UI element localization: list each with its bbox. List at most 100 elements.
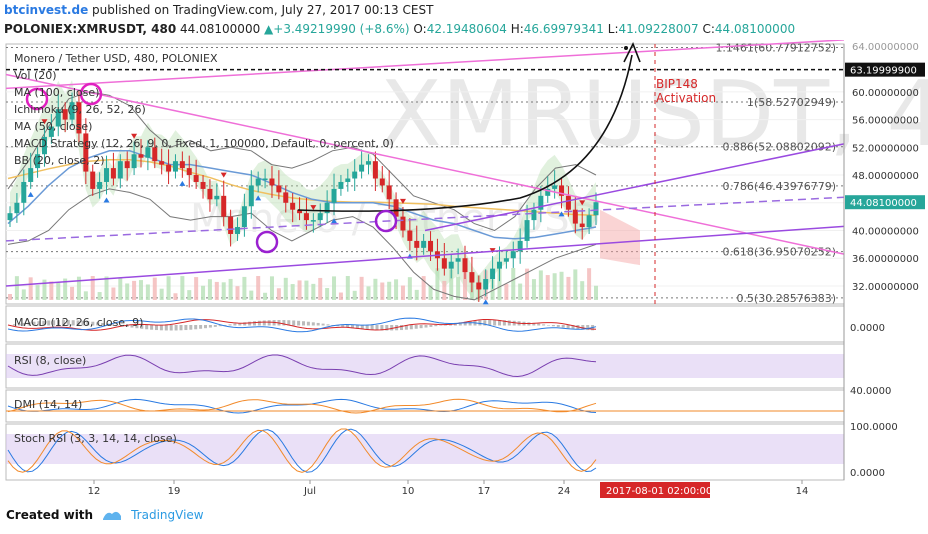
macd-histogram-bar (542, 324, 546, 326)
macd-histogram-bar (262, 320, 266, 326)
volume-bar (249, 290, 254, 300)
macd-histogram-bar (145, 325, 149, 330)
candle-body (283, 192, 289, 203)
time-tick: 14 (796, 486, 809, 497)
price-tick: 36.00000000 (852, 254, 919, 265)
macd-line (7, 317, 597, 333)
candle-body (448, 261, 454, 269)
macd-histogram-bar (71, 320, 75, 326)
macd-histogram-bar (110, 324, 114, 326)
candle-body (41, 136, 47, 155)
published-text: published on TradingView.com, July 27, 2… (88, 3, 434, 17)
ichimoku-future-area (600, 209, 640, 266)
volume-bar (166, 276, 171, 300)
macd-histogram-bar (370, 325, 374, 331)
stoch-label: Stoch RSI (3, 3, 14, 14, close) (14, 432, 177, 445)
volume-bar (221, 282, 226, 300)
candle-body (131, 154, 137, 169)
macd-histogram-bar (571, 325, 575, 329)
bip148-annotation-line: Activation (656, 91, 716, 105)
candle-body (559, 185, 565, 196)
marker-circle (25, 87, 49, 111)
date-marker-box (600, 482, 710, 498)
symbol-label: POLONIEX:XMRUSDT, 480 (4, 22, 177, 36)
sell-signal-icon (579, 200, 586, 206)
candle-body (110, 168, 116, 179)
macd-histogram-bar (184, 325, 188, 331)
low-value: 41.09228007 (618, 22, 699, 36)
volume-bar (456, 276, 461, 300)
macd-histogram-bar (159, 325, 163, 331)
macd-histogram-bar (537, 323, 541, 326)
legend-item: MACD Strategy (12, 26, 9, 0, fixed, 1, 1… (14, 137, 394, 150)
macd-histogram-bar (155, 325, 158, 331)
macd-histogram-bar (27, 322, 31, 326)
tradingview-brand[interactable]: TradingView (131, 508, 204, 522)
volume-bar (263, 292, 268, 300)
macd-histogram-bar (248, 321, 252, 326)
volume-bar (594, 285, 598, 300)
close-value: 44.08100000 (714, 22, 796, 36)
sell-signal-icon (131, 133, 138, 139)
volume-bar (442, 280, 447, 300)
volume-bar (345, 276, 350, 300)
volume-bar (104, 276, 109, 300)
volume-bar (207, 279, 212, 300)
volume-bar (380, 282, 385, 300)
macd-histogram-bar (218, 325, 222, 327)
legend-item: Monero / Tether USD, 480, POLONIEX (14, 52, 218, 65)
macd-histogram-bar (140, 325, 144, 329)
candle-body (7, 213, 13, 221)
candle-body (221, 195, 227, 217)
current-price-text: 44.08100000 (850, 198, 917, 209)
candle-body (345, 178, 351, 182)
volume-bar (228, 278, 233, 300)
macd-histogram-bar (434, 325, 438, 327)
volume-bar (145, 284, 150, 300)
volume-bar (414, 289, 419, 300)
chart-canvas[interactable]: XMRUSDT, 480 Monero / Tether USD 1.1461(… (0, 40, 928, 500)
stoch-series (7, 428, 597, 473)
candle-body (407, 230, 413, 241)
close-label: C: (702, 22, 715, 36)
publish-info: btcinvest.de published on TradingView.co… (4, 3, 433, 17)
volume-bar (304, 280, 309, 300)
macd-histogram-bar (179, 325, 183, 331)
publisher-link[interactable]: btcinvest.de (4, 3, 89, 17)
volume-bar (187, 290, 192, 300)
candle-body (138, 154, 144, 158)
macd-histogram-bar (316, 322, 320, 326)
time-axis[interactable]: 12 19 Jul 10 17 24 14 (88, 480, 809, 497)
volume-bar (152, 277, 157, 300)
open-label: O: (413, 22, 427, 36)
macd-histogram-bar (355, 325, 359, 329)
candle-body (97, 181, 103, 189)
time-tick: 10 (402, 486, 415, 497)
macd-histogram-bar (419, 325, 423, 329)
volume-bar (394, 279, 399, 300)
macd-histogram-bar (81, 320, 85, 326)
macd-histogram-bar (297, 320, 301, 326)
volume-bar (70, 286, 75, 300)
volume-bar (311, 283, 316, 300)
volume-bar (435, 268, 440, 300)
last-price: 44.08100000 (180, 22, 261, 36)
volume-bar (407, 277, 412, 300)
candle-body (365, 161, 371, 165)
candle-body (517, 240, 523, 252)
volume-bar (125, 283, 130, 300)
macd-histogram-bar (233, 323, 237, 326)
candle-body (586, 215, 592, 228)
volume-bar (49, 281, 54, 300)
macd-histogram-bar (115, 325, 119, 326)
time-tick: 24 (558, 486, 571, 497)
volume-bar (359, 276, 364, 300)
macd-histogram-bar (86, 321, 90, 326)
volume-bar (63, 278, 68, 300)
marker-circle (374, 209, 398, 233)
macd-histogram-bar (208, 325, 212, 328)
volume-bar (235, 286, 240, 300)
macd-histogram-bar (346, 325, 350, 328)
volume-bar (400, 285, 405, 300)
macd-histogram-bar (483, 320, 487, 326)
